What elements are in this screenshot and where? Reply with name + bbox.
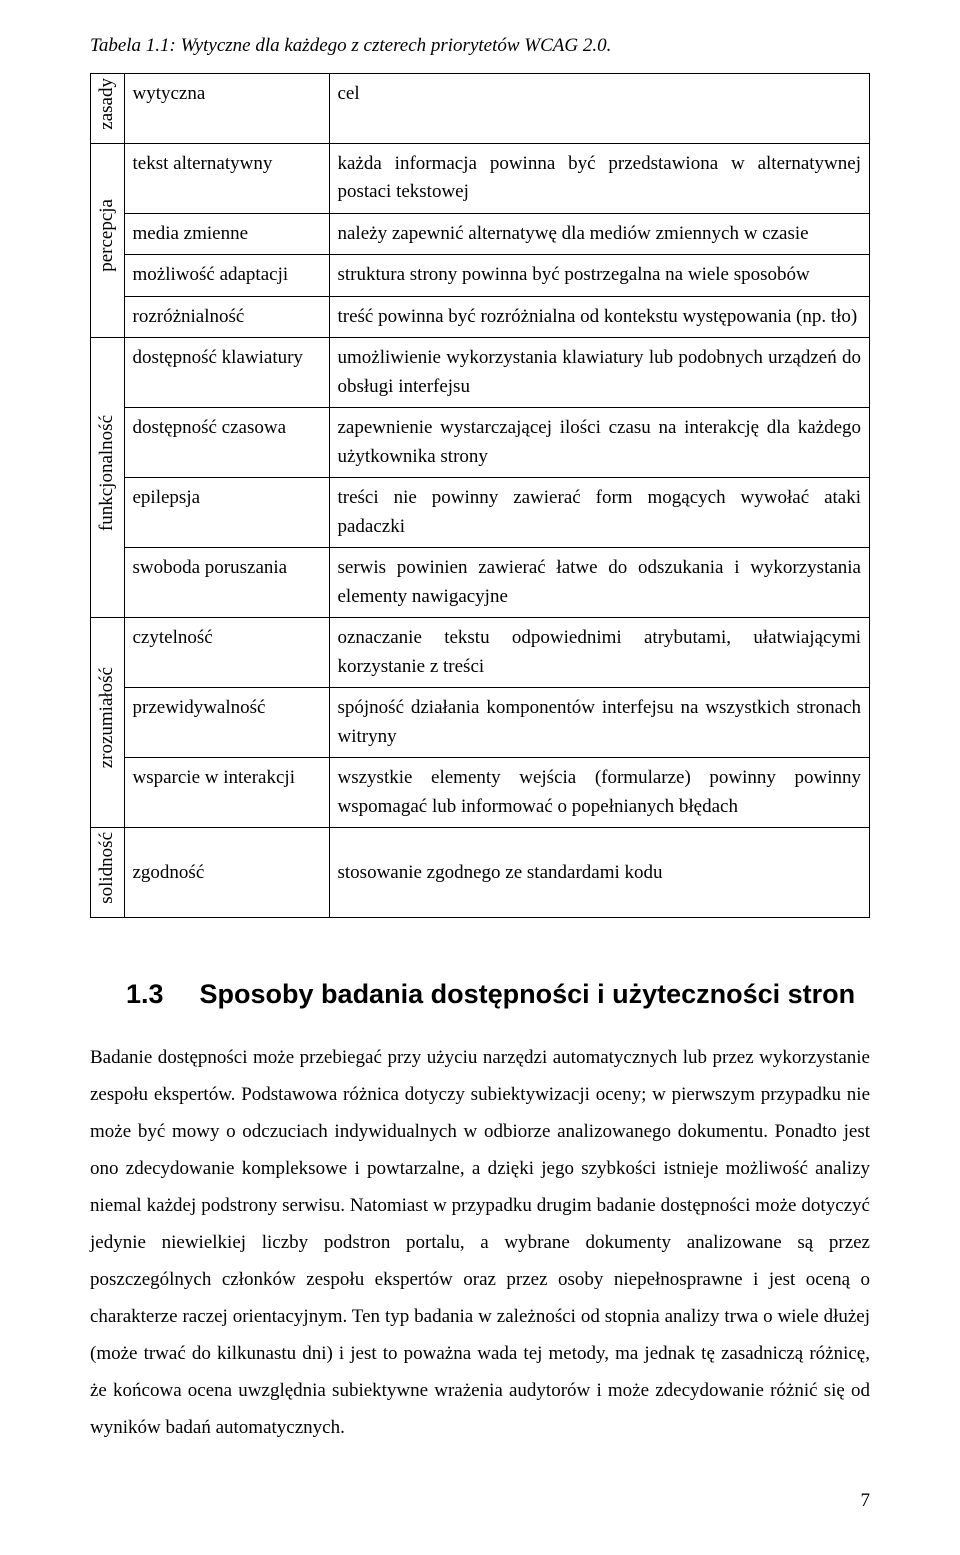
cell-cel: serwis powinien zawierać łatwe do odszuk…	[329, 548, 870, 618]
section-heading: 1.3 Sposoby badania dostępności i użytecz…	[126, 974, 870, 1015]
table-row: solidność zgodność stosowanie zgodnego z…	[91, 828, 870, 918]
cell-cel: struktura strony powinna być postrzegaln…	[329, 255, 870, 297]
page-number: 7	[90, 1487, 870, 1516]
cell-wytyczna: przewidywalność	[124, 688, 329, 758]
cell-wytyczna: media zmienne	[124, 213, 329, 255]
cell-wytyczna: epilepsja	[124, 478, 329, 548]
cell-wytyczna: wsparcie w interakcji	[124, 758, 329, 828]
group-funkcjonalnosc: funkcjonalność	[91, 338, 125, 618]
cell-wytyczna: dostępność klawiatury	[124, 338, 329, 408]
section-number: 1.3	[126, 974, 164, 1015]
group-zrozumialosc: zrozumiałość	[91, 618, 125, 828]
cell-cel: treści nie powinny zawierać form mogącyc…	[329, 478, 870, 548]
table-header-row: zasady wytyczna cel	[91, 73, 870, 143]
cell-cel: umożliwienie wykorzystania klawiatury lu…	[329, 338, 870, 408]
group-solidnosc: solidność	[91, 828, 125, 918]
table-row: media zmienne należy zapewnić alternatyw…	[91, 213, 870, 255]
cell-wytyczna: możliwość adaptacji	[124, 255, 329, 297]
cell-wytyczna: dostępność czasowa	[124, 408, 329, 478]
table-caption: Tabela 1.1: Wytyczne dla każdego z czter…	[90, 32, 870, 61]
cell-cel: należy zapewnić alternatywę dla mediów z…	[329, 213, 870, 255]
header-wytyczna: wytyczna	[124, 73, 329, 143]
header-cel: cel	[329, 73, 870, 143]
section-title: Sposoby badania dostępności i użytecznoś…	[200, 979, 856, 1009]
wcag-table: zasady wytyczna cel percepcja tekst alte…	[90, 73, 870, 919]
group-label: percepcja	[93, 199, 122, 272]
group-label: zrozumiałość	[93, 667, 122, 768]
cell-cel: zapewnienie wystarczającej ilości czasu …	[329, 408, 870, 478]
cell-cel: wszystkie elementy wejścia (formularze) …	[329, 758, 870, 828]
table-row: percepcja tekst alternatywny każda infor…	[91, 143, 870, 213]
cell-wytyczna: czytelność	[124, 618, 329, 688]
group-label: funkcjonalność	[93, 415, 122, 531]
table-row: dostępność czasowa zapewnienie wystarcza…	[91, 408, 870, 478]
group-percepcja: percepcja	[91, 143, 125, 338]
table-row: epilepsja treści nie powinny zawierać fo…	[91, 478, 870, 548]
table-row: rozróżnialność treść powinna być rozróżn…	[91, 296, 870, 338]
table-row: swoboda poruszania serwis powinien zawie…	[91, 548, 870, 618]
body-paragraph: Badanie dostępności może przebiegać przy…	[90, 1039, 870, 1447]
page: Tabela 1.1: Wytyczne dla każdego z czter…	[0, 0, 960, 1555]
table-row: wsparcie w interakcji wszystkie elementy…	[91, 758, 870, 828]
table-row: zrozumiałość czytelność oznaczanie tekst…	[91, 618, 870, 688]
cell-cel: oznaczanie tekstu odpowiednimi atrybutam…	[329, 618, 870, 688]
cell-wytyczna: rozróżnialność	[124, 296, 329, 338]
cell-wytyczna: swoboda poruszania	[124, 548, 329, 618]
cell-wytyczna: zgodność	[124, 828, 329, 918]
cell-cel: stosowanie zgodnego ze standardami kodu	[329, 828, 870, 918]
table-row: przewidywalność spójność działania kompo…	[91, 688, 870, 758]
cell-cel: każda informacja powinna być przedstawio…	[329, 143, 870, 213]
cell-wytyczna: tekst alternatywny	[124, 143, 329, 213]
table-row: funkcjonalność dostępność klawiatury umo…	[91, 338, 870, 408]
group-label: solidność	[93, 832, 122, 904]
table-row: możliwość adaptacji struktura strony pow…	[91, 255, 870, 297]
cell-cel: spójność działania komponentów interfejs…	[329, 688, 870, 758]
cell-cel: treść powinna być rozróżnialna od kontek…	[329, 296, 870, 338]
group-label: zasady	[93, 78, 122, 130]
group-zasady: zasady	[91, 73, 125, 143]
